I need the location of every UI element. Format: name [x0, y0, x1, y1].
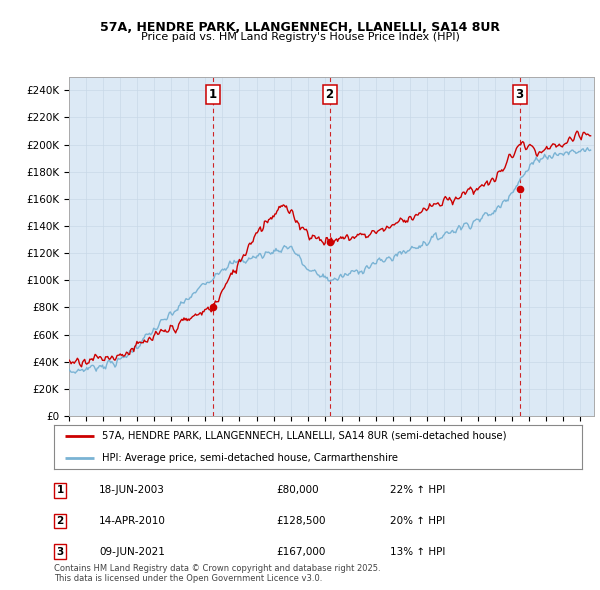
Text: 09-JUN-2021: 09-JUN-2021	[99, 547, 165, 556]
Text: 2: 2	[326, 88, 334, 101]
Text: This data is licensed under the Open Government Licence v3.0.: This data is licensed under the Open Gov…	[54, 574, 322, 583]
Text: 22% ↑ HPI: 22% ↑ HPI	[390, 486, 445, 495]
Text: 1: 1	[56, 486, 64, 495]
Text: 2: 2	[56, 516, 64, 526]
Text: £128,500: £128,500	[276, 516, 325, 526]
Text: Contains HM Land Registry data © Crown copyright and database right 2025.: Contains HM Land Registry data © Crown c…	[54, 565, 380, 573]
Text: 3: 3	[515, 88, 524, 101]
Text: 3: 3	[56, 547, 64, 556]
Text: HPI: Average price, semi-detached house, Carmarthenshire: HPI: Average price, semi-detached house,…	[101, 453, 398, 463]
Text: 57A, HENDRE PARK, LLANGENNECH, LLANELLI, SA14 8UR: 57A, HENDRE PARK, LLANGENNECH, LLANELLI,…	[100, 21, 500, 34]
Text: 18-JUN-2003: 18-JUN-2003	[99, 486, 165, 495]
Text: Price paid vs. HM Land Registry's House Price Index (HPI): Price paid vs. HM Land Registry's House …	[140, 32, 460, 42]
Text: 14-APR-2010: 14-APR-2010	[99, 516, 166, 526]
Text: £167,000: £167,000	[276, 547, 325, 556]
Text: 1: 1	[209, 88, 217, 101]
Text: £80,000: £80,000	[276, 486, 319, 495]
Text: 57A, HENDRE PARK, LLANGENNECH, LLANELLI, SA14 8UR (semi-detached house): 57A, HENDRE PARK, LLANGENNECH, LLANELLI,…	[101, 431, 506, 441]
Text: 20% ↑ HPI: 20% ↑ HPI	[390, 516, 445, 526]
Text: 13% ↑ HPI: 13% ↑ HPI	[390, 547, 445, 556]
